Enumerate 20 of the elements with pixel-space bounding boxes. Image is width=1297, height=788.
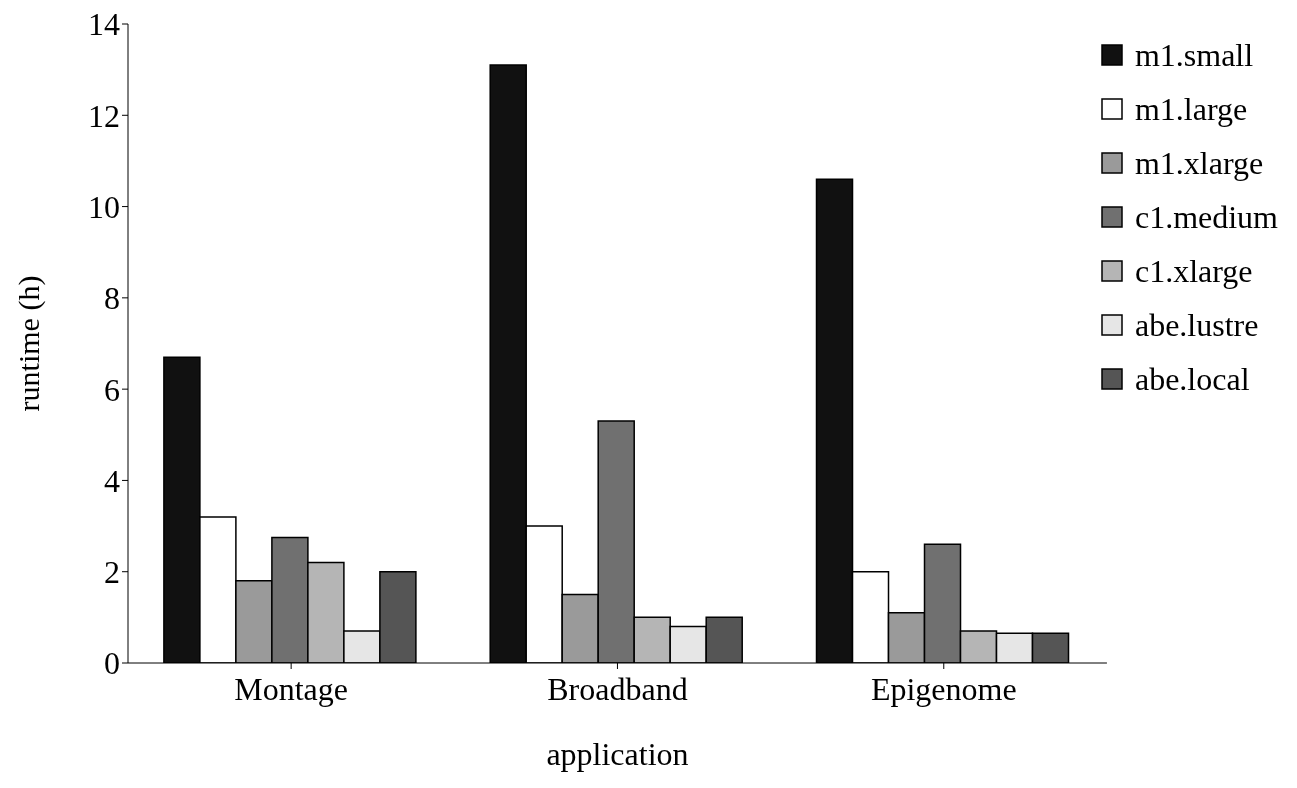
x-tick-label: Epigenome <box>870 670 1017 707</box>
x-axis-title: application <box>546 736 689 772</box>
legend-label: abe.lustre <box>1134 306 1259 345</box>
x-tick-label: Broadband <box>547 670 688 707</box>
y-tick-label: 4 <box>104 462 120 499</box>
legend-label: c1.medium <box>1134 198 1278 237</box>
y-tick-label: 10 <box>88 188 120 225</box>
y-tick-label: 14 <box>88 6 120 43</box>
y-tick-label: 12 <box>88 97 120 134</box>
x-tick-label: Montage <box>234 670 349 707</box>
y-tick-label: 8 <box>104 280 120 317</box>
legend-label: m1.large <box>1134 90 1248 129</box>
y-axis-title: runtime (h) <box>11 275 46 412</box>
legend-label: abe.local <box>1134 360 1250 399</box>
y-tick-label: 0 <box>104 645 120 682</box>
legend-label: m1.small <box>1134 36 1254 75</box>
y-tick-label: 6 <box>104 371 120 408</box>
legend-label: m1.xlarge <box>1134 144 1264 183</box>
y-tick-label: 2 <box>104 554 120 591</box>
legend-label: c1.xlarge <box>1134 252 1253 291</box>
